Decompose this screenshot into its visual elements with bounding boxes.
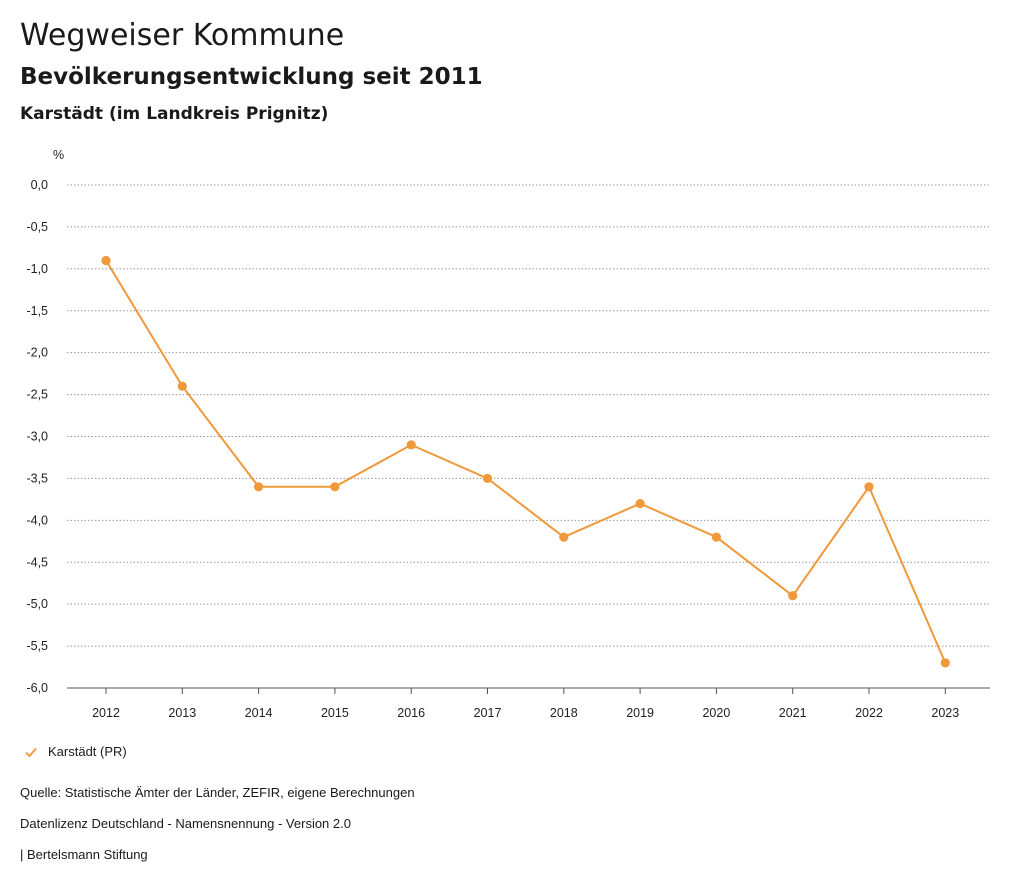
- publisher-text: | Bertelsmann Stiftung: [20, 847, 148, 862]
- y-tick-label: -1,0: [26, 262, 48, 276]
- y-tick-label: -4,5: [26, 555, 48, 569]
- x-tick-label: 2019: [626, 706, 654, 720]
- y-tick-label: -2,0: [26, 346, 48, 360]
- x-tick-label: 2014: [245, 706, 273, 720]
- data-point[interactable]: [101, 255, 111, 266]
- data-point[interactable]: [406, 440, 416, 450]
- region-name: Karstädt (im Landkreis Prignitz): [20, 104, 329, 124]
- data-point[interactable]: [330, 482, 340, 492]
- chart-subtitle: Bevölkerungsentwicklung seit 2011: [20, 64, 483, 90]
- x-tick-label: 2013: [168, 706, 196, 720]
- data-point[interactable]: [482, 473, 493, 484]
- data-point[interactable]: [788, 591, 798, 601]
- y-tick-label: -5,0: [26, 597, 48, 611]
- legend-check-icon: [25, 747, 37, 757]
- legend[interactable]: Karstädt (PR): [24, 744, 127, 759]
- y-axis-label: %: [53, 148, 64, 162]
- data-point[interactable]: [254, 482, 264, 492]
- x-tick-label: 2012: [92, 706, 120, 720]
- x-tick-label: 2016: [397, 706, 425, 720]
- x-axis-ticks: 2012 2013 2014 2015 2016 2017 2018 2019 2020 2021…: [92, 688, 959, 720]
- y-tick-label: -2,5: [26, 388, 48, 402]
- data-point[interactable]: [559, 532, 569, 542]
- data-point[interactable]: [635, 498, 645, 509]
- y-tick-label: -3,0: [26, 430, 48, 444]
- x-tick-label: 2017: [474, 706, 502, 720]
- data-point[interactable]: [940, 658, 950, 668]
- x-tick-label: 2020: [702, 706, 730, 720]
- y-tick-label: -0,5: [26, 220, 48, 234]
- x-tick-label: 2023: [931, 706, 959, 720]
- y-tick-label: -4,0: [26, 513, 48, 527]
- y-tick-label: -6,0: [26, 681, 48, 695]
- y-tick-label: -3,5: [26, 471, 48, 485]
- x-tick-label: 2021: [779, 706, 807, 720]
- y-tick-label: 0,0: [31, 178, 48, 192]
- legend-label: Karstädt (PR): [48, 744, 127, 759]
- line-chart: % 0,0 -0,5 -1,0 -1,5 -2,0 -2,5 -3,0 -3,5 -4,0 -4,…: [26, 148, 990, 720]
- x-tick-label: 2018: [550, 706, 578, 720]
- y-axis-ticks: 0,0 -0,5 -1,0 -1,5 -2,0 -2,5 -3,0 -3,5 -4,0 -4,5 -…: [26, 178, 48, 695]
- y-tick-label: -1,5: [26, 304, 48, 318]
- y-tick-label: -5,5: [26, 639, 48, 653]
- x-tick-label: 2022: [855, 706, 883, 720]
- series-line: [105, 259, 947, 664]
- data-point[interactable]: [177, 381, 187, 391]
- source-text: Quelle: Statistische Ämter der Länder, Z…: [20, 785, 415, 800]
- data-point[interactable]: [864, 482, 874, 492]
- series-karstaedt: [101, 255, 950, 668]
- grid-lines: [67, 184, 990, 689]
- data-point[interactable]: [711, 532, 722, 542]
- x-tick-label: 2015: [321, 706, 349, 720]
- page-title: Wegweiser Kommune: [20, 18, 345, 53]
- license-text: Datenlizenz Deutschland - Namensnennung …: [20, 816, 351, 831]
